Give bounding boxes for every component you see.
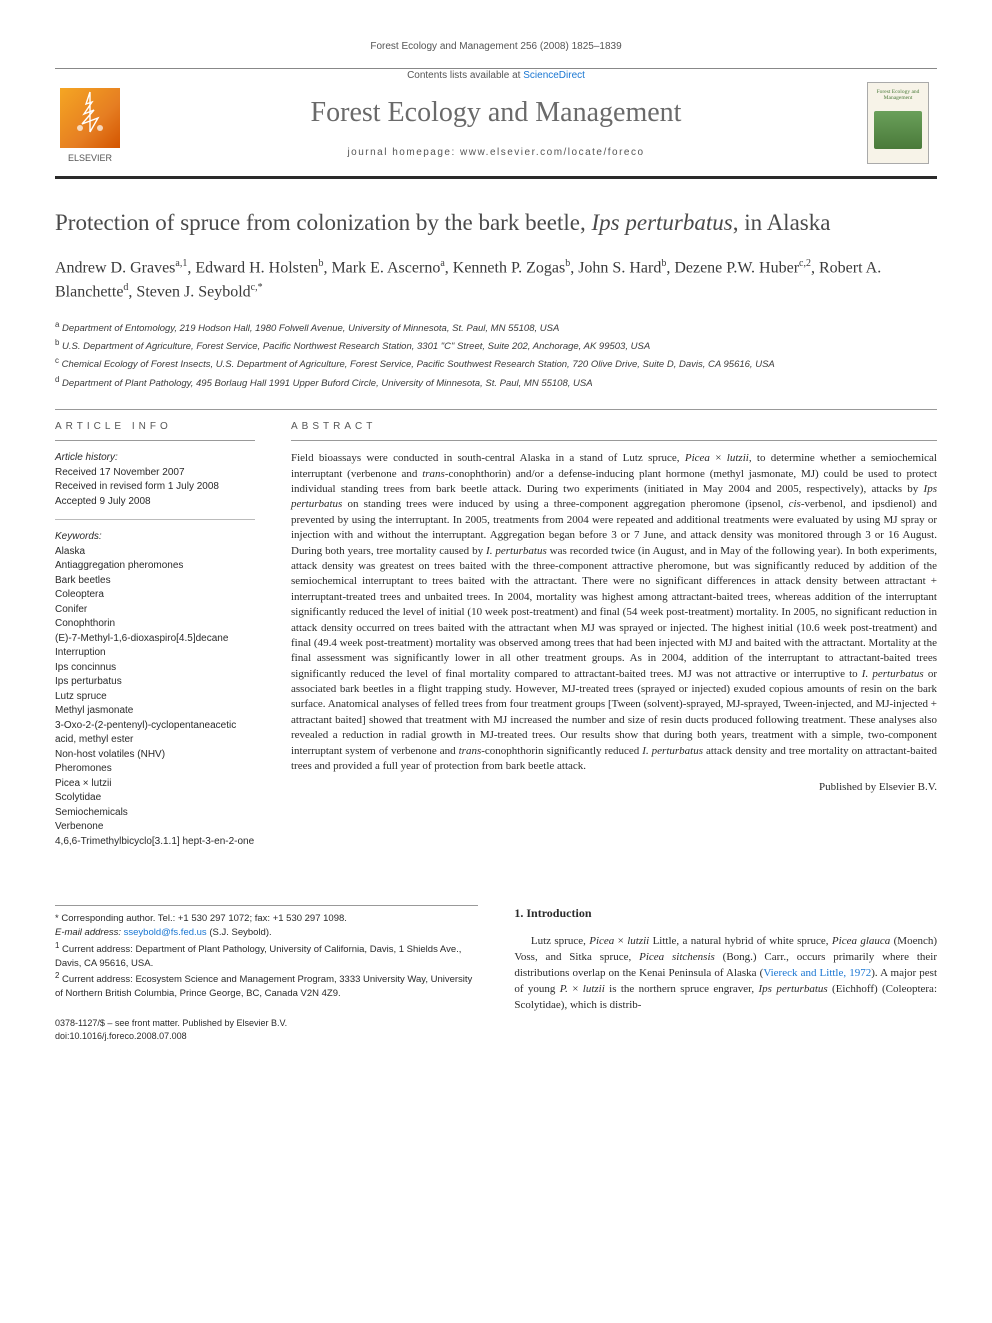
lower-columns: * Corresponding author. Tel.: +1 530 297…	[55, 849, 937, 1042]
homepage-line: journal homepage: www.elsevier.com/locat…	[143, 146, 849, 160]
cover-title: Forest Ecology and Management	[868, 89, 928, 101]
title-italic: Ips perturbatus	[592, 210, 733, 235]
affiliations: a Department of Entomology, 219 Hodson H…	[55, 319, 937, 392]
keyword: 4,6,6-Trimethylbicyclo[3.1.1] hept-3-en-…	[55, 835, 255, 850]
article-title: Protection of spruce from colonization b…	[55, 209, 937, 238]
keyword: Conophthorin	[55, 617, 255, 632]
issn-text: 0378-1127/$ – see front matter. Publishe…	[55, 1017, 478, 1030]
abstract-column: ABSTRACT Field bioassays were conducted …	[291, 410, 937, 849]
history-line: Accepted 9 July 2008	[55, 495, 255, 510]
email-link[interactable]: sseybold@fs.fed.us	[124, 927, 207, 938]
intro-heading: 1. Introduction	[514, 905, 937, 922]
footnotes: * Corresponding author. Tel.: +1 530 297…	[55, 905, 478, 1001]
keyword: Ips perturbatus	[55, 675, 255, 690]
journal-title: Forest Ecology and Management	[143, 93, 849, 132]
publisher-block: ELSEVIER	[55, 88, 125, 165]
keyword: Picea × lutzii	[55, 777, 255, 792]
article-info-column: ARTICLE INFO Article history: Received 1…	[55, 410, 255, 849]
affiliation: b U.S. Department of Agriculture, Forest…	[55, 337, 937, 354]
lower-right: 1. Introduction Lutz spruce, Picea × lut…	[514, 849, 937, 1042]
authors: Andrew D. Gravesa,1, Edward H. Holstenb,…	[55, 256, 937, 305]
history-subhead: Article history:	[55, 451, 255, 466]
keyword: Alaska	[55, 545, 255, 560]
article-info-head: ARTICLE INFO	[55, 410, 255, 441]
lower-left: * Corresponding author. Tel.: +1 530 297…	[55, 849, 478, 1042]
doi-text: doi:10.1016/j.foreco.2008.07.008	[55, 1030, 478, 1043]
keyword: Interruption	[55, 646, 255, 661]
sciencedirect-link[interactable]: ScienceDirect	[523, 70, 585, 81]
issn-line: 0378-1127/$ – see front matter. Publishe…	[55, 1017, 478, 1042]
intro-paragraph: Lutz spruce, Picea × lutzii Little, a na…	[514, 934, 937, 1014]
journal-cover: Forest Ecology and Management	[867, 82, 929, 164]
keywords-subhead: Keywords:	[55, 530, 255, 545]
history-line: Received 17 November 2007	[55, 466, 255, 481]
publisher-name: ELSEVIER	[68, 152, 112, 165]
cover-image-icon	[874, 111, 922, 149]
masthead-center: Contents lists available at ScienceDirec…	[143, 69, 849, 164]
keyword: Non-host volatiles (NHV)	[55, 748, 255, 763]
history-line: Received in revised form 1 July 2008	[55, 480, 255, 495]
affiliation: c Chemical Ecology of Forest Insects, U.…	[55, 355, 937, 372]
keyword: Methyl jasmonate	[55, 704, 255, 719]
keyword: Pheromones	[55, 762, 255, 777]
keywords-block: Keywords: AlaskaAntiaggregation pheromon…	[55, 530, 255, 849]
keyword: Bark beetles	[55, 574, 255, 589]
keyword: Scolytidae	[55, 791, 255, 806]
published-by: Published by Elsevier B.V.	[291, 780, 937, 795]
info-separator	[55, 519, 255, 520]
affiliation: d Department of Plant Pathology, 495 Bor…	[55, 374, 937, 391]
keyword: Semiochemicals	[55, 806, 255, 821]
citation-line: Forest Ecology and Management 256 (2008)…	[55, 40, 937, 54]
abstract-head: ABSTRACT	[291, 410, 937, 441]
keyword: Coleoptera	[55, 588, 255, 603]
title-pre: Protection of spruce from colonization b…	[55, 210, 592, 235]
keyword: Verbenone	[55, 820, 255, 835]
page-root: Forest Ecology and Management 256 (2008)…	[0, 0, 992, 1072]
corr-author-note: * Corresponding author. Tel.: +1 530 297…	[55, 912, 478, 926]
email-label: E-mail address:	[55, 927, 121, 938]
footnote-1: 1 Current address: Department of Plant P…	[55, 940, 478, 971]
keyword: Lutz spruce	[55, 690, 255, 705]
contents-prefix: Contents lists available at	[407, 70, 523, 81]
info-abstract-row: ARTICLE INFO Article history: Received 1…	[55, 409, 937, 849]
elsevier-logo	[60, 88, 120, 148]
contents-line: Contents lists available at ScienceDirec…	[143, 69, 849, 83]
abstract-text: Field bioassays were conducted in south-…	[291, 451, 937, 774]
title-post: , in Alaska	[733, 210, 831, 235]
keyword: (E)-7-Methyl-1,6-dioxaspiro[4.5]decane	[55, 632, 255, 647]
footnote-2: 2 Current address: Ecosystem Science and…	[55, 970, 478, 1001]
masthead-right: Forest Ecology and Management	[867, 82, 937, 164]
keyword: Ips concinnus	[55, 661, 255, 676]
keyword: Conifer	[55, 603, 255, 618]
article-history: Article history: Received 17 November 20…	[55, 451, 255, 509]
keyword: Antiaggregation pheromones	[55, 559, 255, 574]
email-name: (S.J. Seybold).	[209, 927, 271, 938]
keyword: 3-Oxo-2-(2-pentenyl)-cyclopentaneacetic …	[55, 719, 255, 748]
tree-icon	[72, 90, 108, 145]
email-line: E-mail address: sseybold@fs.fed.us (S.J.…	[55, 926, 478, 940]
masthead: ELSEVIER Contents lists available at Sci…	[55, 69, 937, 179]
affiliation: a Department of Entomology, 219 Hodson H…	[55, 319, 937, 336]
